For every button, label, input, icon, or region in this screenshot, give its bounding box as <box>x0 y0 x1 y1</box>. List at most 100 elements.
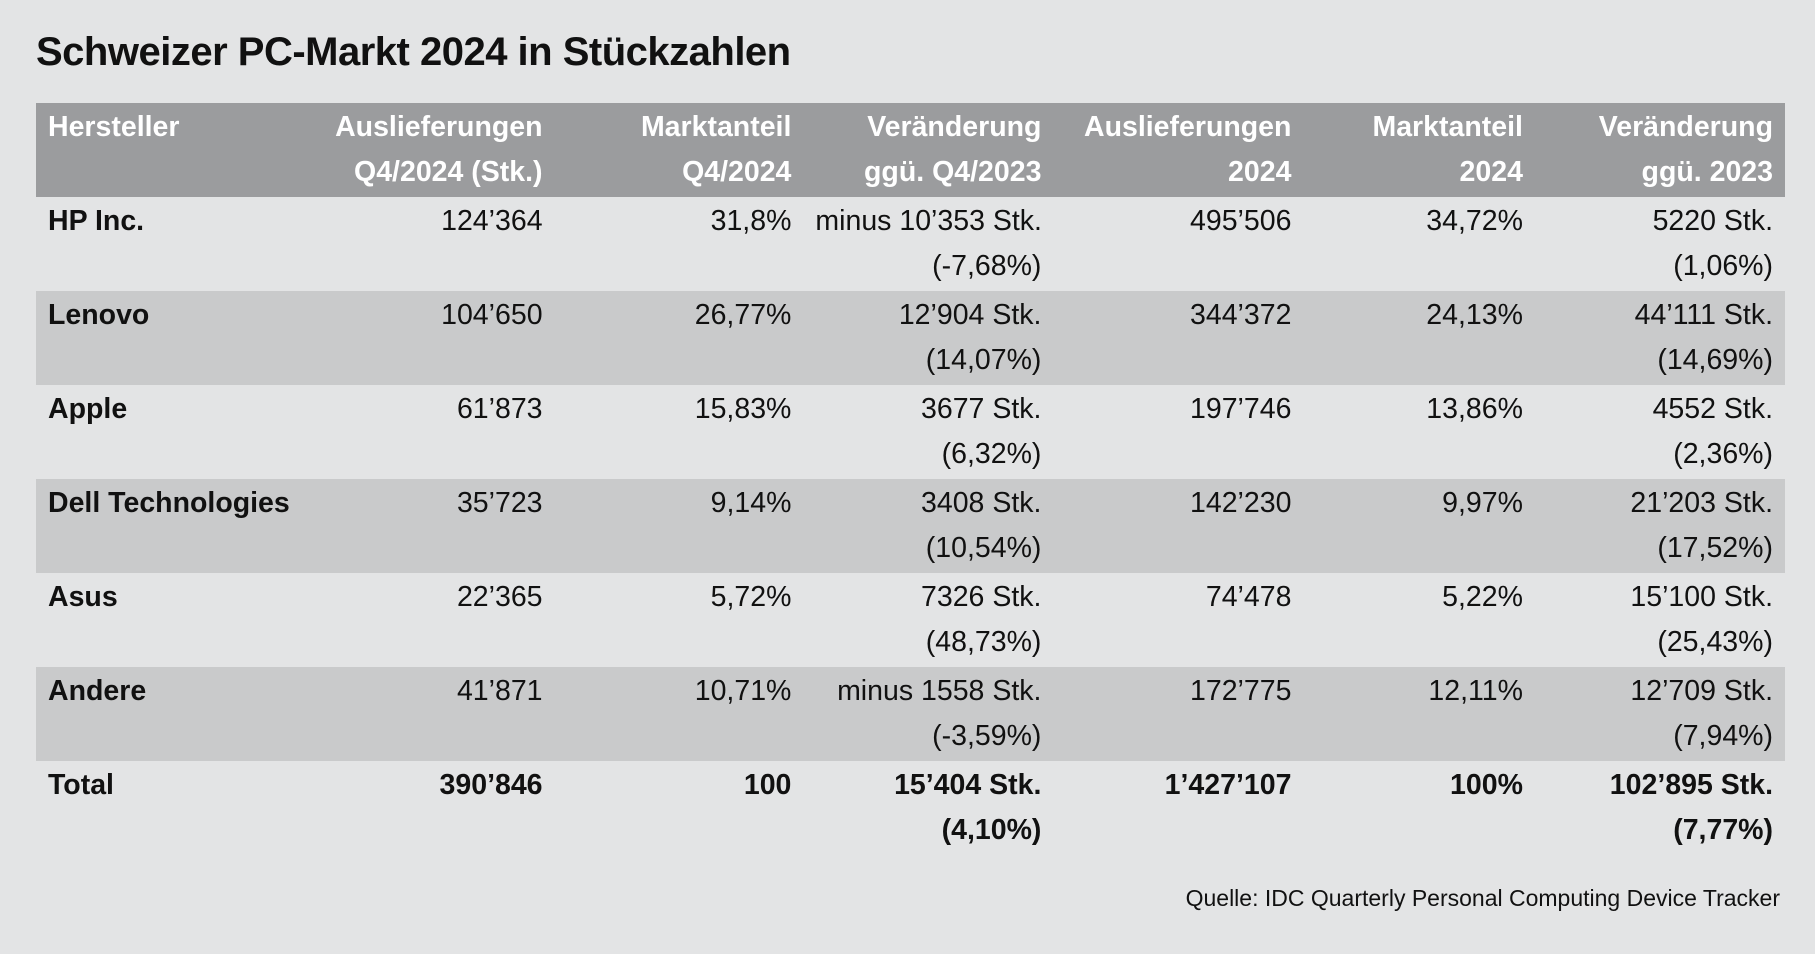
cell-change-q4: 12’904 Stk. (14,07%) <box>803 291 1053 385</box>
cell-share-year: 34,72% <box>1303 197 1535 291</box>
cell-change-q4: minus 10’353 Stk. (-7,68%) <box>803 197 1053 291</box>
cell-change-year: 15’100 Stk. (25,43%) <box>1535 573 1785 667</box>
cell-shipments-year: 172’775 <box>1053 667 1303 761</box>
table-row-asus: Asus 22’365 5,72% 7326 Stk. (48,73%) 74’478 5,… <box>36 573 1785 667</box>
cell-shipments-year: 344’372 <box>1053 291 1303 385</box>
cell-value: 5,72% <box>710 581 792 613</box>
cell-value: (17,52%) <box>1657 532 1773 564</box>
table-row-apple: Apple 61’873 15,83% 3677 Stk. (6,32%) 197’746… <box>36 385 1785 479</box>
cell-value: 4552 Stk. <box>1652 393 1773 425</box>
cell-value: 35’723 <box>456 487 543 519</box>
cell-value: minus 1558 Stk. <box>837 675 1042 707</box>
cell-manufacturer: Apple <box>36 385 293 479</box>
cell-value: 1’427’107 <box>1164 769 1292 801</box>
cell-change-q4: 3677 Stk. (6,32%) <box>803 385 1053 479</box>
cell-value: (7,94%) <box>1673 720 1773 752</box>
column-header-shipments-q4: Auslieferungen Q4/2024 (Stk.) <box>293 103 555 197</box>
column-header-line: Hersteller <box>48 111 180 143</box>
cell-change-year: 4552 Stk. (2,36%) <box>1535 385 1785 479</box>
cell-change-year: 5220 Stk. (1,06%) <box>1535 197 1785 291</box>
column-header-change-year: Veränderung ggü. 2023 <box>1535 103 1785 197</box>
cell-value: 21’203 Stk. <box>1630 487 1773 519</box>
cell-value: 9,97% <box>1442 487 1523 519</box>
cell-share-year: 9,97% <box>1303 479 1535 573</box>
cell-change-year: 21’203 Stk. (17,52%) <box>1535 479 1785 573</box>
cell-share-q4: 100 <box>555 761 804 855</box>
cell-shipments-q4: 61’873 <box>293 385 555 479</box>
cell-value: 5220 Stk. <box>1652 205 1773 237</box>
header-row: Hersteller Auslieferungen Q4/2024 (Stk.) M… <box>36 103 1785 197</box>
cell-value: 15’404 Stk. <box>894 769 1042 801</box>
cell-value: (-3,59%) <box>932 720 1042 752</box>
cell-shipments-q4: 35’723 <box>293 479 555 573</box>
cell-shipments-q4: 104’650 <box>293 291 555 385</box>
cell-value: 142’230 <box>1190 487 1292 519</box>
cell-share-year: 24,13% <box>1303 291 1535 385</box>
cell-share-q4: 10,71% <box>555 667 804 761</box>
cell-value: 172’775 <box>1190 675 1292 707</box>
table-row-hp: HP Inc. 124’364 31,8% minus 10’353 Stk. (-7,… <box>36 197 1785 291</box>
cell-share-q4: 9,14% <box>555 479 804 573</box>
column-header-line: Marktanteil <box>1372 111 1523 143</box>
cell-value: 197’746 <box>1190 393 1292 425</box>
cell-value: 15’100 Stk. <box>1630 581 1773 613</box>
cell-shipments-q4: 41’871 <box>293 667 555 761</box>
cell-value: (2,36%) <box>1673 438 1773 470</box>
cell-value: Apple <box>48 393 128 425</box>
cell-value: 12’709 Stk. <box>1630 675 1773 707</box>
table-body: HP Inc. 124’364 31,8% minus 10’353 Stk. (-7,… <box>36 197 1785 855</box>
cell-value: 495’506 <box>1190 205 1292 237</box>
column-header-line: Veränderung <box>1598 111 1773 143</box>
column-header-manufacturer: Hersteller <box>36 103 293 197</box>
table-row-lenovo: Lenovo 104’650 26,77% 12’904 Stk. (14,07%) 34… <box>36 291 1785 385</box>
cell-value: (10,54%) <box>925 532 1042 564</box>
cell-value: 24,13% <box>1426 299 1523 331</box>
column-header-shipments-year: Auslieferungen 2024 <box>1053 103 1303 197</box>
cell-value: 10,71% <box>694 675 792 707</box>
market-table: Hersteller Auslieferungen Q4/2024 (Stk.) M… <box>36 103 1785 855</box>
table-row-dell: Dell Technologies 35’723 9,14% 3408 Stk. (10… <box>36 479 1785 573</box>
cell-manufacturer: Lenovo <box>36 291 293 385</box>
total-row: Total 390’846 100 15’404 Stk. (4,10%) 1’427’1… <box>36 761 1785 855</box>
cell-shipments-year: 74’478 <box>1053 573 1303 667</box>
cell-value: 22’365 <box>456 581 543 613</box>
cell-share-year: 12,11% <box>1303 667 1535 761</box>
cell-value: 31,8% <box>710 205 792 237</box>
cell-value: 13,86% <box>1426 393 1523 425</box>
cell-value: 3677 Stk. <box>921 393 1042 425</box>
cell-value: 104’650 <box>441 299 543 331</box>
cell-value: 3408 Stk. <box>921 487 1042 519</box>
cell-value: 15,83% <box>694 393 792 425</box>
cell-value: 390’846 <box>439 769 543 801</box>
cell-value: Total <box>48 769 114 801</box>
cell-value: (14,69%) <box>1657 344 1773 376</box>
cell-value: (1,06%) <box>1673 250 1773 282</box>
cell-value: (7,77%) <box>1673 814 1773 846</box>
column-header-share-q4: Marktanteil Q4/2024 <box>555 103 804 197</box>
cell-value: 100% <box>1450 769 1523 801</box>
table-header: Hersteller Auslieferungen Q4/2024 (Stk.) M… <box>36 103 1785 197</box>
cell-value: minus 10’353 Stk. <box>815 205 1042 237</box>
cell-value: 12,11% <box>1428 675 1523 707</box>
cell-share-q4: 5,72% <box>555 573 804 667</box>
cell-value: 7326 Stk. <box>921 581 1042 613</box>
cell-manufacturer: Dell Technologies <box>36 479 293 573</box>
cell-value: 26,77% <box>694 299 792 331</box>
column-header-share-year: Marktanteil 2024 <box>1303 103 1535 197</box>
cell-share-q4: 26,77% <box>555 291 804 385</box>
cell-value: (25,43%) <box>1657 626 1773 658</box>
column-header-line: ggü. Q4/2023 <box>864 156 1042 188</box>
cell-shipments-q4: 124’364 <box>293 197 555 291</box>
cell-change-year: 102’895 Stk. (7,77%) <box>1535 761 1785 855</box>
cell-shipments-year: 1’427’107 <box>1053 761 1303 855</box>
column-header-line: Auslieferungen <box>1083 111 1292 143</box>
cell-value: 74’478 <box>1205 581 1292 613</box>
cell-value: HP Inc. <box>48 205 145 237</box>
cell-value: 124’364 <box>441 205 543 237</box>
cell-value: 34,72% <box>1426 205 1523 237</box>
column-header-line <box>48 150 281 195</box>
cell-share-year: 5,22% <box>1303 573 1535 667</box>
cell-shipments-year: 142’230 <box>1053 479 1303 573</box>
cell-share-year: 13,86% <box>1303 385 1535 479</box>
cell-value: 44’111 Stk. <box>1634 299 1773 331</box>
